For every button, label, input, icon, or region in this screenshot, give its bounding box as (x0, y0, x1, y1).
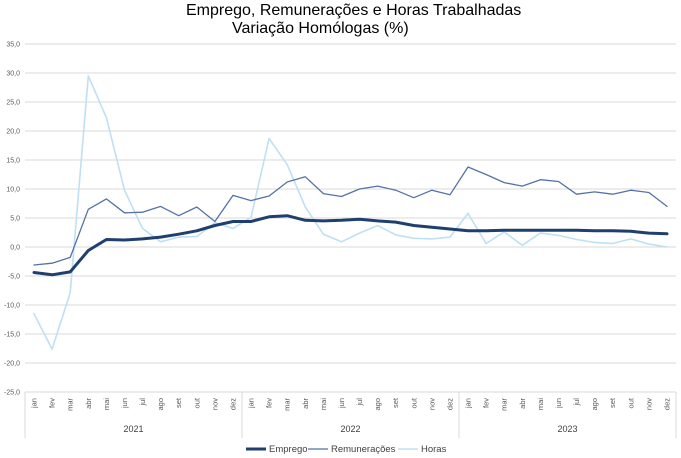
series-line-emprego (32, 214, 669, 277)
x-axis: jan fev mar abr mai jun jul ago set out nov dez jan f… (24, 391, 677, 438)
series-lines (32, 75, 669, 350)
x-month-label: jan (247, 398, 256, 409)
y-tick-label: -20,0 (4, 361, 20, 368)
y-tick-label: 20,0 (6, 129, 20, 136)
x-month-label: jul (138, 398, 147, 407)
x-month-label: abr (84, 398, 93, 409)
legend: Emprego Remunerações Horas (246, 444, 447, 455)
x-year-label: 2021 (123, 424, 143, 434)
x-month-label: ago (590, 398, 599, 411)
y-tick-label: -15,0 (4, 332, 20, 339)
x-month-label: out (192, 397, 201, 408)
chart-title: Emprego, Remunerações e Horas Trabalhada… (0, 0, 681, 44)
y-tick-label: 15,0 (6, 158, 20, 165)
x-month-label: mar (283, 398, 292, 411)
x-month-label: mai (536, 398, 545, 410)
x-month-label: set (174, 397, 183, 408)
x-month-label: set (391, 397, 400, 408)
x-month-label: mar (500, 398, 509, 411)
y-tick-label: -25,0 (4, 390, 20, 397)
chart-title-line2: Variação Homólogas (%) (232, 20, 409, 37)
x-month-label: jul (355, 398, 364, 407)
x-month-label: nov (210, 398, 219, 410)
y-tick-label: -10,0 (4, 303, 20, 310)
x-month-label: mai (319, 398, 328, 410)
x-month-label: ago (156, 398, 165, 411)
y-tick-label: -5,0 (8, 274, 20, 281)
y-tick-label: 25,0 (6, 100, 20, 107)
x-month-label: jan (464, 398, 473, 409)
x-month-label: dez (445, 398, 454, 410)
x-month-label: mai (102, 398, 111, 410)
x-month-label: jun (554, 398, 563, 409)
legend-label: Remunerações (331, 444, 396, 455)
x-month-label: jul (572, 398, 581, 407)
y-tick-label: 30,0 (6, 71, 20, 78)
x-month-label: dez (228, 398, 237, 410)
x-month-label: jun (120, 398, 129, 409)
y-tick-label: 0,0 (10, 245, 20, 252)
x-month-label: out (626, 397, 635, 408)
x-month-label: jun (337, 398, 346, 409)
x-month-label: ago (373, 398, 382, 411)
x-month-label: mar (66, 398, 75, 411)
y-tick-label: 10,0 (6, 187, 20, 194)
x-month-label: abr (301, 398, 310, 409)
x-month-label: dez (662, 398, 671, 410)
gridlines (25, 43, 676, 393)
x-month-label: nov (427, 398, 436, 410)
legend-label: Emprego (269, 444, 308, 455)
y-axis: 35,0 30,0 25,0 20,0 15,0 10,0 5,0 0,0 -5,0 -10,0 -… (4, 42, 20, 397)
x-year-label: 2023 (557, 424, 577, 434)
x-month-label: jan (30, 398, 39, 409)
x-month-label: abr (518, 398, 527, 409)
x-year-label: 2022 (340, 424, 360, 434)
x-month-label: fev (48, 398, 57, 408)
chart-title-line1: Emprego, Remunerações e Horas Trabalhada… (186, 2, 522, 19)
series-line-remuneraes (33, 166, 668, 266)
series-line-horas (33, 75, 668, 350)
x-month-label: fev (482, 398, 491, 408)
x-month-label: out (409, 397, 418, 408)
x-month-label: set (608, 397, 617, 408)
y-tick-label: 35,0 (6, 42, 20, 49)
x-month-label: fev (265, 398, 274, 408)
y-tick-label: 5,0 (10, 216, 20, 223)
x-month-label: nov (644, 398, 653, 410)
legend-label: Horas (421, 444, 447, 455)
